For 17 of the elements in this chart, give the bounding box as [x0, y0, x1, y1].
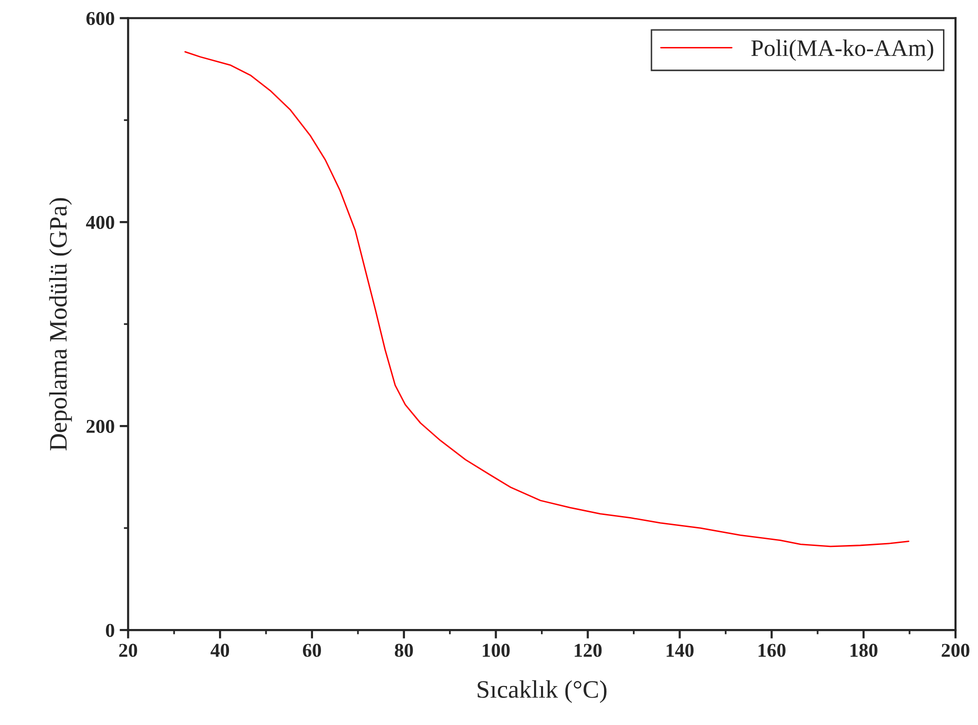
- x-tick-label: 200: [942, 644, 970, 657]
- y-tick-label: 0: [106, 624, 114, 637]
- y-axis-title: Depolama Modülü (GPa): [49, 198, 72, 450]
- x-tick-label: 60: [302, 644, 321, 657]
- x-tick-label: 160: [758, 644, 786, 657]
- x-tick-label: 40: [210, 644, 230, 657]
- y-tick-label: 400: [86, 216, 114, 230]
- x-tick-label: 180: [850, 644, 878, 657]
- x-tick-label: 120: [574, 644, 602, 657]
- x-axis-title: Sıcaklık (°C): [478, 680, 606, 703]
- x-tick-label: 20: [119, 644, 138, 657]
- legend-label: Poli(MA-ko-AAm): [751, 40, 934, 61]
- x-tick-label: 80: [394, 644, 413, 657]
- x-tick-label: 140: [666, 644, 694, 657]
- y-tick-label: 200: [86, 420, 114, 433]
- y-tick-label: 600: [86, 12, 114, 26]
- x-tick-label: 100: [482, 644, 510, 657]
